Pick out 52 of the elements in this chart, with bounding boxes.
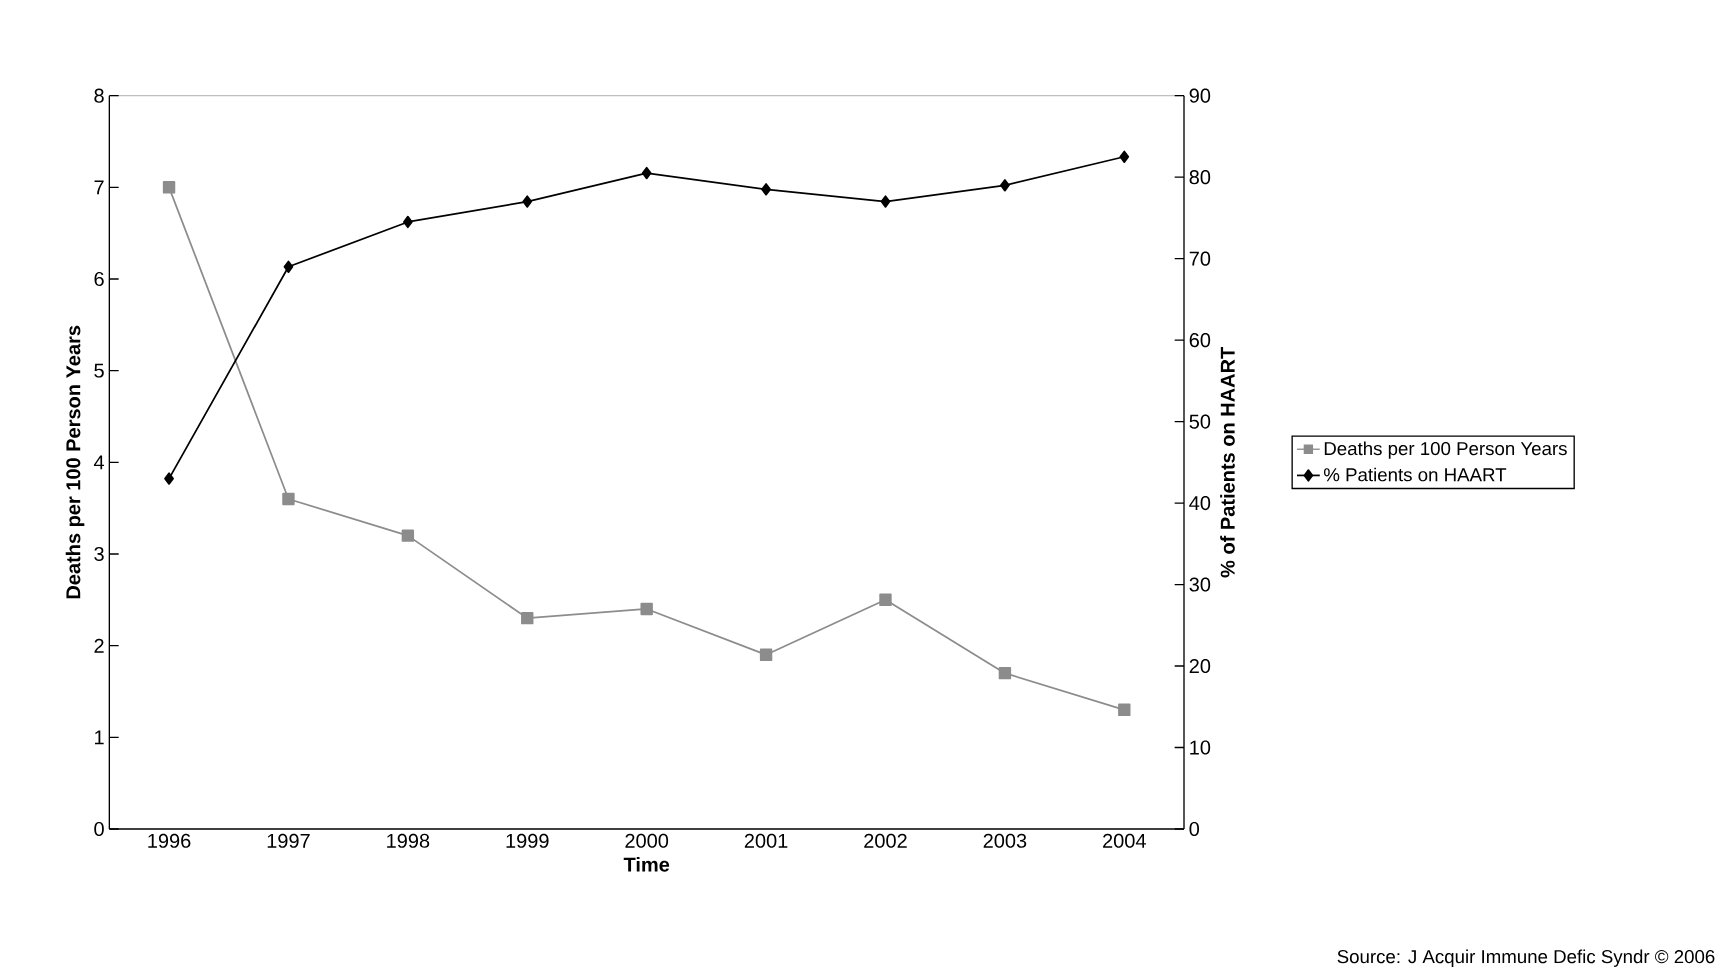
y2-tick-label: 40 [1189,495,1211,511]
y2-tick-label: 50 [1189,414,1211,429]
x-tick-label: 2000 [625,833,669,848]
x-tick-label: 1996 [148,833,191,848]
point [521,611,534,625]
point [761,183,771,196]
point [880,195,891,208]
point [998,666,1012,680]
source-note: Source: J Acquir Immune Defic Syndr © 2006 [1337,949,1715,967]
y-tick-label: 6 [94,271,104,287]
x-tick-label: 2003 [983,833,1027,848]
point [164,472,174,485]
point [759,648,773,662]
legend-label: % Patients on HAART [1323,467,1507,482]
y2-tick-label: 10 [1190,740,1211,755]
y-axis-title: Deaths per 100 Person Years [65,325,85,599]
legend-label: Deaths per 100 Person Years [1324,441,1567,459]
x-tick-label: 1999 [506,833,549,848]
y2-tick-label: 90 [1189,88,1211,103]
x-tick-label: 2002 [864,833,907,848]
y-tick-label: 8 [94,88,104,103]
y-tick-label: 4 [93,455,105,470]
point [162,181,176,194]
y-tick-label: 0 [94,821,104,837]
y2-axis-title: % of Patients on HAART [1220,347,1235,578]
y2-tick-label: 70 [1189,251,1211,266]
point [1000,179,1010,192]
x-tick-label: 2004 [1103,833,1146,848]
point [640,602,653,616]
y-tick-label: 2 [94,638,104,653]
point [283,260,294,273]
y2-tick-label: 30 [1189,577,1211,592]
y2-tick-label: 20 [1189,658,1211,674]
y-tick-label: 5 [94,363,104,378]
point [1118,703,1131,717]
point [282,492,295,506]
point [1119,150,1130,163]
point [641,166,652,180]
y2-tick-label: 0 [1189,821,1200,837]
x-axis-title: Time [623,857,670,872]
y-tick-label: 3 [94,546,104,562]
point [402,215,413,229]
x-tick-label: 1998 [387,833,430,848]
y-tick-label: 7 [94,180,104,195]
y2-tick-label: 60 [1189,333,1211,348]
point [879,593,892,607]
point [522,195,533,208]
point [401,529,415,542]
y2-tick-label: 80 [1189,170,1211,185]
x-tick-label: 2001 [744,833,788,848]
x-tick-label: 1997 [267,833,310,848]
y-tick-label: 1 [95,730,104,745]
